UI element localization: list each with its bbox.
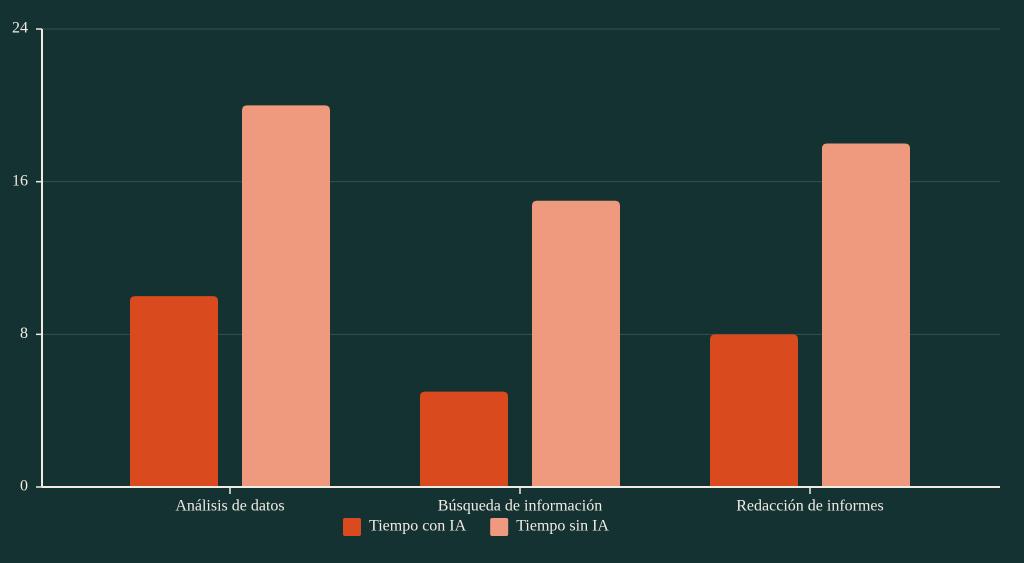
bar	[710, 334, 798, 487]
legend-label: Tiempo con IA	[369, 518, 467, 535]
legend-swatch	[343, 518, 361, 536]
bar	[242, 105, 330, 487]
y-tick-label: 0	[20, 478, 28, 495]
x-tick-label: Búsqueda de información	[438, 498, 602, 515]
legend-label: Tiempo sin IA	[516, 518, 609, 535]
x-tick-label: Análisis de datos	[175, 498, 284, 515]
y-tick-label: 16	[12, 172, 28, 189]
y-tick-label: 8	[20, 325, 28, 342]
legend-swatch	[490, 518, 509, 536]
y-tick-label: 24	[12, 20, 28, 37]
bar	[130, 296, 218, 487]
x-tick-label: Redacción de informes	[736, 498, 884, 515]
legend: Tiempo con IA Tiempo sin IA	[343, 518, 609, 536]
bar	[420, 391, 508, 487]
bar	[532, 200, 620, 487]
bar	[822, 143, 910, 487]
